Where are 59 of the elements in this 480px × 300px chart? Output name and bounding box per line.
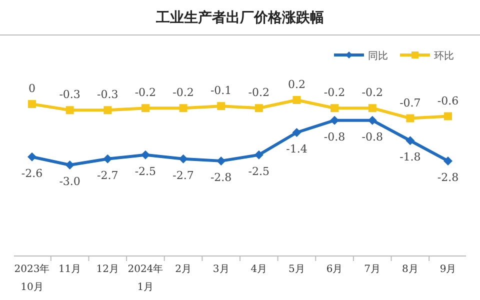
data-label: -0.8 [362,130,383,144]
x-tick-label: 7月 [364,264,381,275]
x-tick-label: 12月 [96,264,120,275]
point [141,104,150,112]
x-tick-label: 5月 [288,264,305,275]
x-tick-label: 3月 [212,264,230,275]
data-label: -0.2 [134,86,156,100]
point [330,104,339,112]
data-label: -2.8 [210,170,232,184]
x-tick-label: 8月 [402,264,418,275]
data-label: -2.7 [172,168,194,182]
x-tick-label: 9月 [440,264,456,275]
point [28,152,36,162]
data-label: -1.8 [400,150,421,164]
point [444,112,452,120]
x-tick-label: 2月 [175,264,192,275]
point [179,104,188,112]
point [66,106,74,114]
legend-label: 同比 [368,50,388,62]
point [368,104,376,112]
point [140,150,150,160]
x-tick-label: 2023年 10月 [14,263,50,293]
data-label: -2.5 [248,164,270,178]
data-label: -0.2 [324,86,346,100]
data-label: -0.8 [324,130,346,144]
point [254,150,264,160]
chart-title: 工业生产者出厂价格涨跌幅 [155,9,324,26]
data-label: 0.2 [288,78,306,91]
point [292,96,301,104]
data-label: -2.6 [21,166,43,180]
point [104,106,112,114]
point [217,102,226,110]
point [28,100,36,108]
point [254,104,263,112]
data-label: -0.3 [59,88,80,102]
data-label: -2.5 [134,164,156,178]
x-tick-label: 11月 [58,264,82,275]
point [292,128,302,137]
legend-label: 环比 [434,50,454,62]
data-label: -0.2 [172,86,194,100]
data-label: -0.1 [210,84,232,98]
x-tick-label: 2024年 1月 [128,263,164,293]
data-label: -3.0 [59,175,80,188]
data-label: -1.4 [286,142,308,156]
x-tick-label: 4月 [250,264,268,275]
point [444,156,452,166]
data-label: -0.2 [362,86,383,100]
x-tick-label: 6月 [326,264,343,275]
data-label: -0.2 [248,86,270,100]
point [406,114,414,122]
data-label: 0 [28,82,36,96]
point [216,156,226,166]
data-label: -2.8 [437,170,459,184]
data-label: -2.7 [97,168,118,182]
point [406,136,415,146]
data-label: -0.6 [437,94,459,108]
data-label: -0.3 [97,88,118,102]
data-label: -0.7 [400,96,421,110]
point [65,160,74,170]
